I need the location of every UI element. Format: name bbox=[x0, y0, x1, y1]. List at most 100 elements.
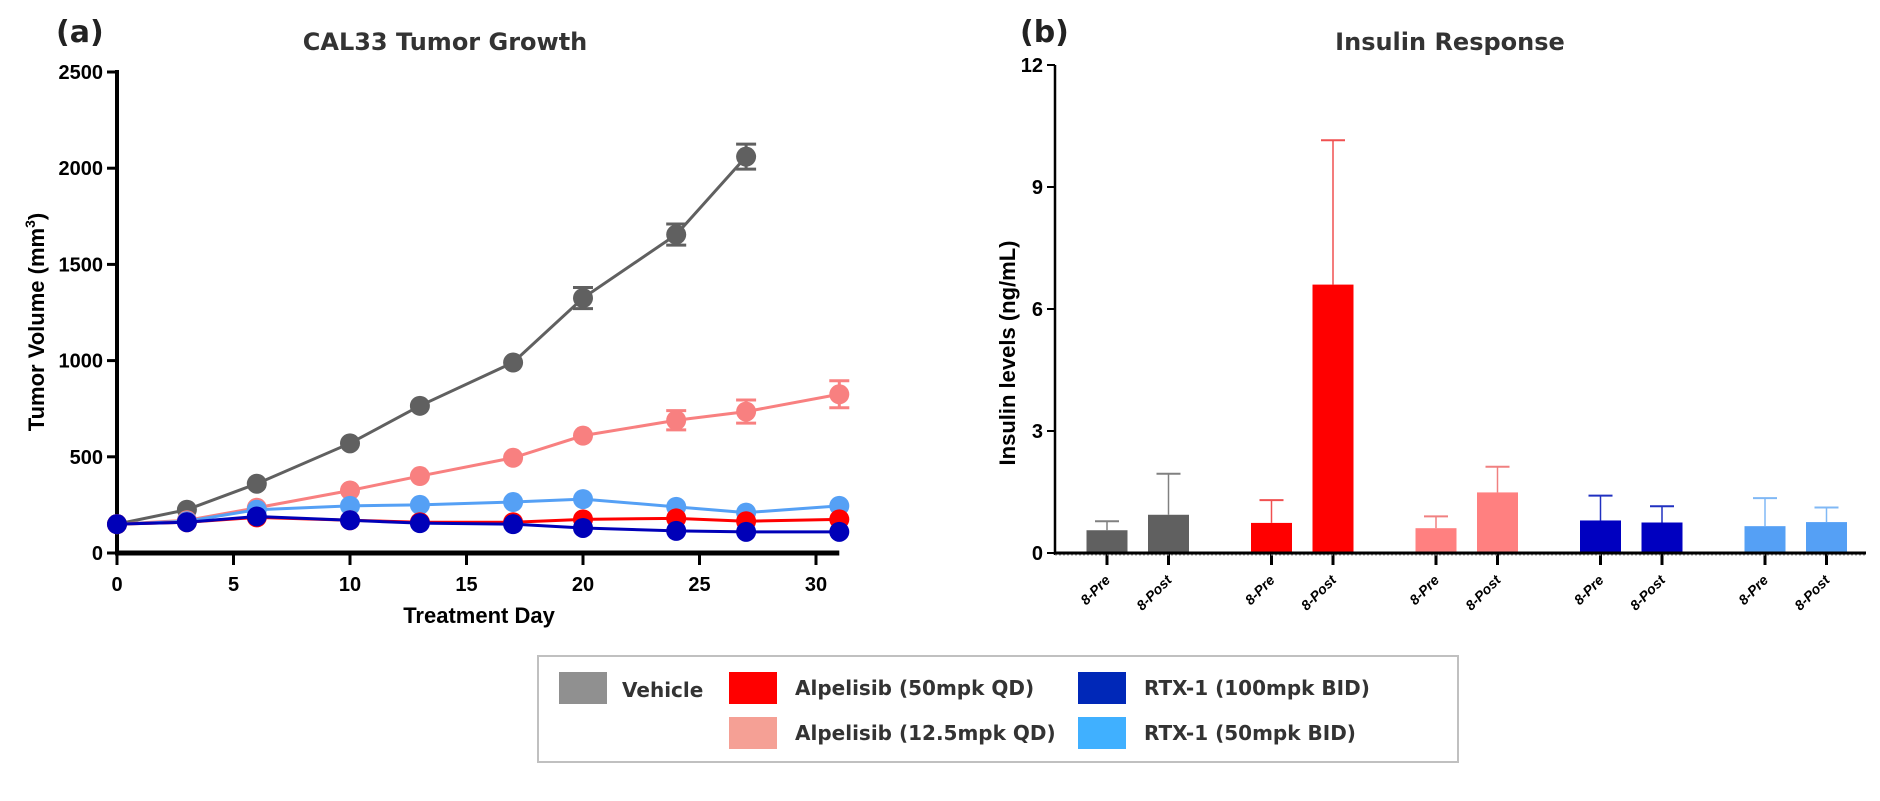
data-point bbox=[340, 433, 360, 454]
y-tick-label: 2000 bbox=[59, 158, 104, 180]
y-tick-label: 6 bbox=[1032, 299, 1043, 321]
y-tick-label: 0 bbox=[1032, 543, 1043, 565]
legend-item-alpelisib-12-5: Alpelisib (12.5mpk QD) bbox=[729, 717, 1056, 749]
panel-a-axes bbox=[107, 70, 840, 565]
legend-item-alpelisib-50: Alpelisib (50mpk QD) bbox=[729, 672, 1034, 704]
bar bbox=[1580, 520, 1621, 553]
data-point bbox=[736, 401, 757, 422]
category-label: 8-Pre bbox=[1571, 572, 1607, 608]
y-tick-label: 2500 bbox=[59, 62, 104, 84]
panel-a-y-tick-labels: 0 500 1000 1500 2000 2500 bbox=[59, 62, 104, 565]
legend-label-rtx1-100: RTX-1 (100mpk BID) bbox=[1144, 676, 1370, 700]
bar-group-alpelisib-12-5mpk-qd bbox=[1415, 465, 1518, 553]
panel-b-title: Insulin Response bbox=[1335, 28, 1565, 56]
y-tick-label: 0 bbox=[92, 543, 103, 565]
bar bbox=[1806, 522, 1847, 553]
category-label: 8-Post bbox=[1791, 571, 1834, 614]
legend-label-alpelisib-50: Alpelisib (50mpk QD) bbox=[795, 676, 1034, 700]
y-axis-label-superscript: 3 bbox=[22, 220, 38, 228]
bar-group-vehicle bbox=[1086, 472, 1189, 553]
series-line bbox=[116, 497, 840, 526]
panel-b-category-labels: 8-Pre 8-Post 8-Pre 8-Post 8-Pre 8-Post 8-Pre 8-… bbox=[1077, 571, 1834, 614]
panel-b-y-tick-labels: 0 3 6 9 12 bbox=[1021, 55, 1043, 565]
panel-b-bars bbox=[1086, 139, 1847, 553]
y-axis-label-close: ) bbox=[24, 213, 49, 220]
legend-label-alpelisib-12-5: Alpelisib (12.5mpk QD) bbox=[795, 721, 1056, 745]
panel-b-axes bbox=[1047, 64, 1866, 565]
data-point bbox=[829, 384, 850, 405]
legend-label-vehicle: Vehicle bbox=[622, 678, 703, 702]
x-tick-label: 25 bbox=[688, 574, 710, 596]
bar-group-alpelisib-50mpk-qd bbox=[1251, 139, 1354, 553]
category-label: 8-Post bbox=[1133, 571, 1176, 614]
data-point bbox=[573, 517, 593, 538]
category-label: 8-Pre bbox=[1406, 572, 1442, 608]
y-tick-label: 500 bbox=[70, 447, 103, 469]
x-tick-label: 5 bbox=[228, 574, 239, 596]
bar bbox=[1415, 528, 1457, 553]
data-point bbox=[246, 473, 267, 494]
data-point bbox=[107, 514, 127, 535]
panel-a-series bbox=[107, 142, 850, 542]
bar bbox=[1312, 284, 1354, 553]
category-label: 8-Post bbox=[1627, 571, 1670, 614]
legend-swatch-rtx1-100 bbox=[1078, 672, 1126, 704]
y-tick-label: 1500 bbox=[59, 254, 104, 276]
panel-b-label: (b) bbox=[1020, 15, 1069, 50]
x-tick-label: 15 bbox=[455, 574, 477, 596]
y-tick-label: 3 bbox=[1032, 421, 1043, 443]
category-label: 8-Post bbox=[1462, 571, 1505, 614]
data-point bbox=[829, 521, 850, 542]
y-tick-label: 9 bbox=[1032, 177, 1043, 199]
data-point bbox=[246, 506, 267, 527]
legend-item-rtx1-100: RTX-1 (100mpk BID) bbox=[1078, 672, 1370, 704]
x-tick-label: 0 bbox=[111, 574, 122, 596]
category-label: 8-Post bbox=[1298, 571, 1341, 614]
data-point bbox=[503, 492, 524, 513]
data-point bbox=[666, 410, 687, 431]
panel-a-title: CAL33 Tumor Growth bbox=[303, 28, 588, 56]
data-point bbox=[736, 146, 757, 167]
panel-a-label: (a) bbox=[56, 15, 104, 50]
bar bbox=[1744, 526, 1786, 553]
panel-a-x-axis-label: Treatment Day bbox=[403, 603, 555, 628]
x-tick-label: 30 bbox=[805, 574, 827, 596]
bar-group-rtx-1-50mpk-bid bbox=[1744, 497, 1847, 553]
data-point bbox=[409, 513, 430, 534]
panel-b-y-axis-label: Insulin levels (ng/mL) bbox=[995, 241, 1020, 466]
data-point bbox=[409, 395, 430, 416]
data-point bbox=[176, 512, 197, 533]
series-line bbox=[116, 514, 840, 534]
bar bbox=[1086, 530, 1128, 553]
data-point bbox=[736, 521, 757, 542]
bar bbox=[1477, 492, 1518, 553]
legend: Vehicle Alpelisib (50mpk QD) Alpelisib (… bbox=[537, 655, 1459, 763]
data-point bbox=[409, 466, 430, 487]
legend-box bbox=[537, 655, 1459, 763]
legend-swatch-alpelisib-50 bbox=[729, 672, 777, 704]
data-point bbox=[666, 224, 687, 245]
data-point bbox=[573, 288, 593, 309]
y-tick-label: 1000 bbox=[59, 351, 104, 373]
legend-swatch-alpelisib-12-5 bbox=[729, 717, 777, 749]
bar bbox=[1148, 514, 1189, 553]
series-line bbox=[116, 155, 748, 526]
y-tick-label: 12 bbox=[1021, 55, 1043, 77]
data-point bbox=[666, 520, 687, 541]
bar-group-rtx-1-100mpk-bid bbox=[1580, 494, 1683, 553]
x-tick-label: 20 bbox=[572, 574, 594, 596]
legend-item-vehicle: Vehicle bbox=[559, 672, 703, 704]
panel-b-insulin-response: (b) Insulin Response Insulin levels (ng/… bbox=[995, 15, 1866, 613]
category-label: 8-Pre bbox=[1242, 572, 1278, 608]
data-point bbox=[340, 495, 360, 516]
data-point bbox=[573, 489, 593, 510]
data-point bbox=[340, 480, 360, 501]
panel-a-tumor-growth: (a) CAL33 Tumor Growth 0 500 1000 1500 2000 2… bbox=[22, 15, 850, 628]
panel-a-y-axis-label: Tumor Volume (mm3) bbox=[22, 213, 49, 431]
data-point bbox=[503, 514, 524, 535]
x-tick-label: 10 bbox=[339, 574, 361, 596]
legend-swatch-rtx1-50 bbox=[1078, 717, 1126, 749]
panel-a-x-tick-labels: 0 5 10 15 20 25 30 bbox=[111, 574, 827, 596]
bar bbox=[1641, 522, 1683, 553]
